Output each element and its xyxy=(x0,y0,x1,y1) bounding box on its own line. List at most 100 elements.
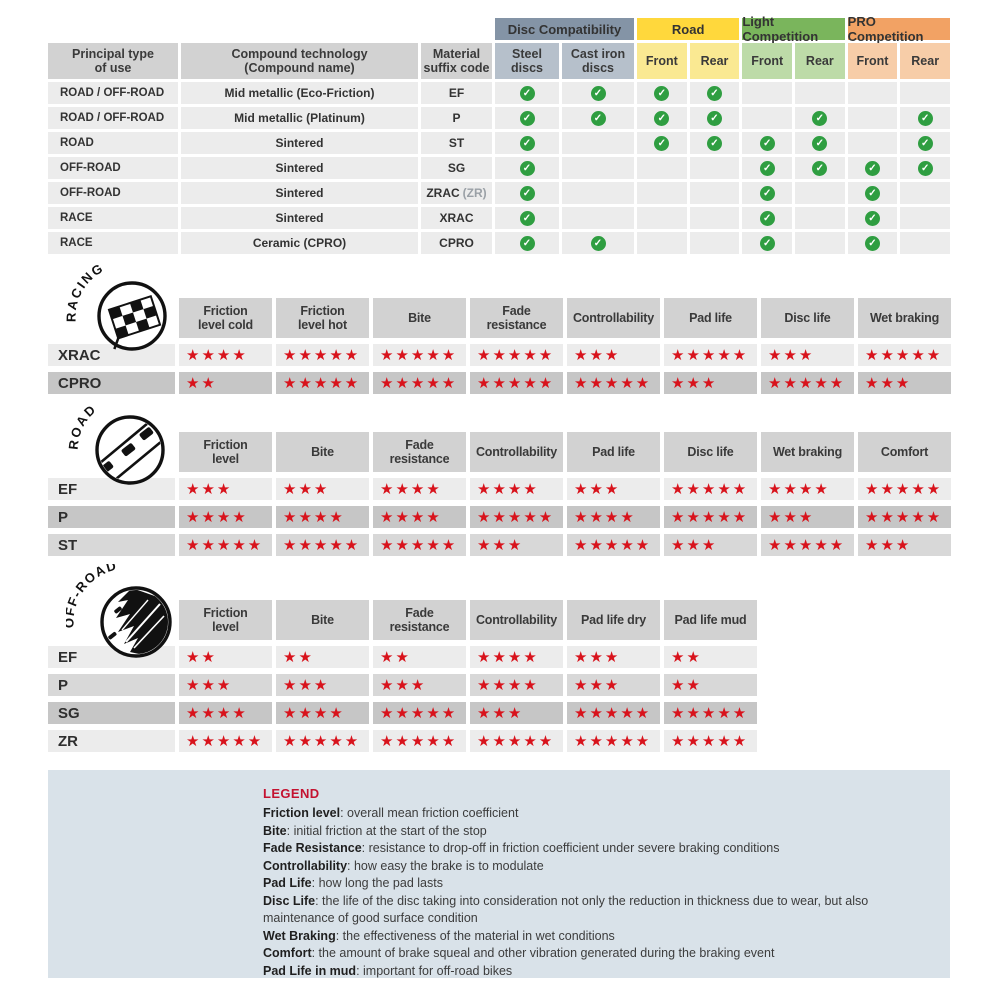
compat-column-header: Rear xyxy=(689,43,740,79)
star-rating-cell: ★★★★★ xyxy=(470,344,563,366)
check-icon: ✓ xyxy=(519,210,535,226)
compat-column-header: Material suffix code xyxy=(421,43,492,79)
star-icons: ★★★★★ xyxy=(671,508,749,526)
compat-check-cell: ✓ xyxy=(847,207,898,229)
legend-item: Pad Life: how long the pad lasts xyxy=(263,876,443,890)
star-rating-cell: ★★★ xyxy=(276,674,369,696)
compat-compound-cell: Sintered xyxy=(181,132,418,154)
check-icon: ✓ xyxy=(654,135,670,151)
check-icon: ✓ xyxy=(590,85,606,101)
compat-column-header: Steel discs xyxy=(495,43,559,79)
star-rating-cell: ★★★★★ xyxy=(664,344,757,366)
compat-suffix-cell: P xyxy=(421,107,492,129)
compat-check-cell: ✓ xyxy=(900,107,950,129)
legend-term: Bite xyxy=(263,823,287,838)
star-icons: ★★★ xyxy=(380,676,427,694)
check-icon: ✓ xyxy=(654,110,670,126)
check-icon: ✓ xyxy=(864,185,880,201)
star-rating-cell: ★★★ xyxy=(373,674,466,696)
star-rating-cell: ★★★ xyxy=(858,534,951,556)
rating-row-label: P xyxy=(48,506,175,528)
star-icons: ★★★★★ xyxy=(380,704,458,722)
compat-column-header: Front xyxy=(847,43,898,79)
star-icons: ★★★★★ xyxy=(671,346,749,364)
compat-compound-cell: Sintered xyxy=(181,182,418,204)
compat-use-cell: RACE xyxy=(48,207,178,229)
offroad-knobby-tire-icon: OFF-ROAD xyxy=(66,564,172,658)
star-icons: ★★★★★ xyxy=(865,480,943,498)
star-icons: ★★★★ xyxy=(574,508,636,526)
compat-check-cell: ✓ xyxy=(637,107,687,129)
check-icon: ✓ xyxy=(759,135,775,151)
star-icons: ★★★★★ xyxy=(283,374,361,392)
section-road: ROAD Friction level Bite Fade resistance Co… xyxy=(48,401,951,556)
star-icons: ★★★★ xyxy=(186,346,248,364)
star-icons: ★★★ xyxy=(283,480,330,498)
star-rating-cell: ★★★ xyxy=(179,478,272,500)
rating-column-header: Controllability xyxy=(567,298,660,338)
legend-item: Wet Braking: the effectiveness of the ma… xyxy=(263,928,615,943)
compat-check-cell: ✓ xyxy=(637,132,687,154)
star-rating-cell: ★★★★★ xyxy=(567,702,660,724)
star-rating-cell: ★★★★★ xyxy=(276,372,369,394)
compat-check-cell: ✓ xyxy=(689,132,740,154)
rating-column-header: Wet braking xyxy=(761,432,854,472)
star-rating-cell: ★★★★★ xyxy=(761,534,854,556)
star-rating-cell: ★★★★★ xyxy=(470,372,563,394)
star-rating-cell: ★★★★★ xyxy=(373,534,466,556)
suffix-secondary-code: (ZR) xyxy=(462,186,487,200)
star-rating-cell: ★★★ xyxy=(567,344,660,366)
legend-term: Controllability xyxy=(263,858,348,873)
star-icons: ★★★★★ xyxy=(283,536,361,554)
star-icons: ★★★★★ xyxy=(186,732,264,750)
star-icons: ★★★ xyxy=(574,676,621,694)
svg-text:ROAD: ROAD xyxy=(66,401,100,450)
compat-check-cell xyxy=(847,82,898,104)
rating-column-header: Fade resistance xyxy=(373,432,466,472)
rating-column-header: Pad life xyxy=(664,298,757,338)
star-icons: ★★★★★ xyxy=(574,732,652,750)
star-rating-cell: ★★★★ xyxy=(470,478,563,500)
legend-item: Bite: initial friction at the start of t… xyxy=(263,823,487,838)
compat-check-cell: ✓ xyxy=(562,232,634,254)
star-icons: ★★★★★ xyxy=(671,480,749,498)
star-rating-cell: ★★★★ xyxy=(179,702,272,724)
compat-suffix-cell: EF xyxy=(421,82,492,104)
check-icon: ✓ xyxy=(519,85,535,101)
star-rating-cell: ★★★ xyxy=(276,478,369,500)
check-icon: ✓ xyxy=(917,135,933,151)
rating-row-label: SG xyxy=(48,702,175,724)
star-icons: ★★★ xyxy=(574,480,621,498)
compat-suffix-cell: CPRO xyxy=(421,232,492,254)
star-icons: ★★★★★ xyxy=(477,732,555,750)
rating-column-header: Pad life mud xyxy=(664,600,757,640)
star-rating-cell: ★★★ xyxy=(664,372,757,394)
compat-check-cell xyxy=(795,82,845,104)
rating-column-header: Bite xyxy=(276,600,369,640)
star-rating-cell: ★★★★★ xyxy=(373,372,466,394)
star-rating-cell: ★★★ xyxy=(567,478,660,500)
check-icon: ✓ xyxy=(519,110,535,126)
star-icons: ★★★★ xyxy=(477,480,539,498)
compat-check-cell xyxy=(562,207,634,229)
star-icons: ★★★ xyxy=(283,676,330,694)
check-icon: ✓ xyxy=(590,235,606,251)
rating-column-header: Pad life xyxy=(567,432,660,472)
legend-item: Disc Life: the life of the disc taking i… xyxy=(263,893,869,926)
star-icons: ★★★★★ xyxy=(186,536,264,554)
rating-column-header: Fade resistance xyxy=(470,298,563,338)
legend-item: Friction level: overall mean friction co… xyxy=(263,806,519,820)
star-icons: ★★★★★ xyxy=(865,508,943,526)
star-rating-cell: ★★★★ xyxy=(179,506,272,528)
compat-check-cell xyxy=(795,207,845,229)
check-icon: ✓ xyxy=(759,235,775,251)
star-rating-cell: ★★★★★ xyxy=(276,344,369,366)
compat-check-cell: ✓ xyxy=(689,107,740,129)
star-rating-cell: ★★★★★ xyxy=(858,506,951,528)
star-icons: ★★★★ xyxy=(768,480,830,498)
legend-term: Wet Braking xyxy=(263,928,336,943)
compat-check-cell xyxy=(900,182,950,204)
compat-check-cell: ✓ xyxy=(495,182,559,204)
star-rating-cell: ★★★★★ xyxy=(664,730,757,752)
compat-check-cell: ✓ xyxy=(847,157,898,179)
